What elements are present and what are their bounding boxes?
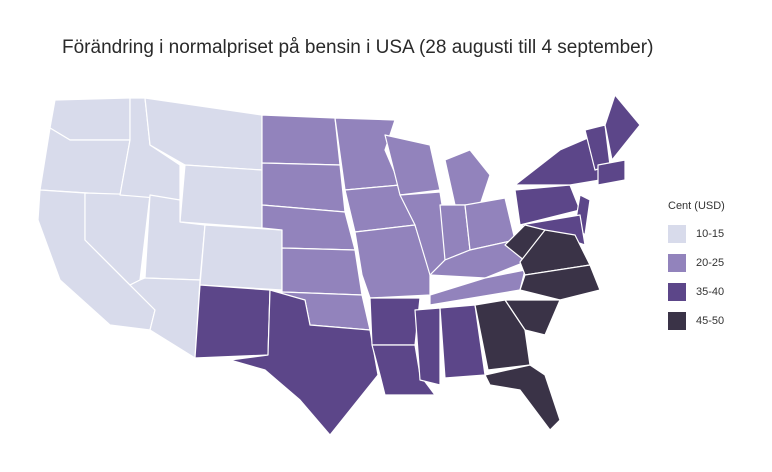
state xyxy=(429,269,526,306)
title: Förändring i normalpriset på bensin i US… xyxy=(62,37,653,58)
state xyxy=(229,289,379,436)
state xyxy=(484,364,561,431)
state xyxy=(519,264,601,301)
state xyxy=(414,307,441,386)
state xyxy=(199,224,283,291)
legend-label: 45-50 xyxy=(696,315,724,327)
state xyxy=(261,162,346,213)
legend-swatch xyxy=(668,312,686,330)
legend-swatch xyxy=(668,225,686,243)
state xyxy=(474,299,531,371)
state xyxy=(334,117,401,191)
legend-label: 20-25 xyxy=(696,257,724,269)
state xyxy=(519,229,591,276)
legend-title: Cent (USD) xyxy=(668,200,725,212)
state xyxy=(604,94,641,161)
state xyxy=(261,114,341,166)
state xyxy=(384,134,441,196)
us-map xyxy=(37,94,641,436)
state xyxy=(179,164,263,229)
state xyxy=(49,97,131,141)
legend-label: 35-40 xyxy=(696,286,724,298)
state xyxy=(597,159,626,186)
legend-swatch xyxy=(668,254,686,272)
legend-label: 10-15 xyxy=(696,228,724,240)
state xyxy=(514,134,601,186)
state xyxy=(371,344,436,396)
legend-swatch xyxy=(668,283,686,301)
state xyxy=(194,284,271,359)
state xyxy=(281,247,363,296)
state xyxy=(444,149,491,206)
legend: Cent (USD) 10-15 20-25 35-40 45-50 xyxy=(668,200,725,330)
state xyxy=(369,297,421,346)
